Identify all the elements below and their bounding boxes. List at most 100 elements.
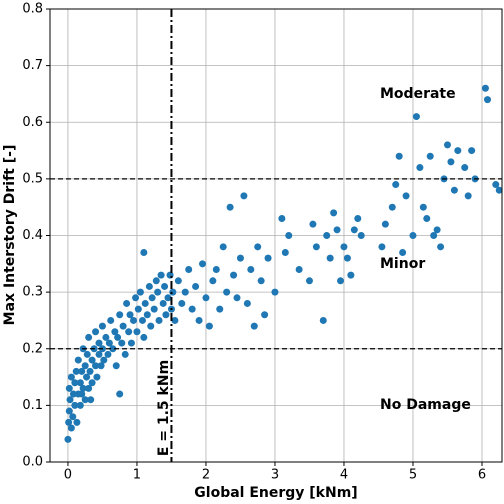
x-tick-label: 5 <box>409 468 417 483</box>
annotation: Moderate <box>380 86 456 102</box>
point <box>330 209 338 217</box>
point <box>64 435 72 443</box>
point <box>147 322 155 330</box>
point <box>254 243 262 251</box>
point <box>447 158 455 166</box>
point <box>430 232 438 239</box>
point <box>105 339 113 347</box>
y-tick-label: 0.1 <box>22 398 43 413</box>
point <box>169 288 177 296</box>
point <box>350 226 358 234</box>
point <box>409 232 417 239</box>
x-tick-label: 1 <box>133 468 141 483</box>
point <box>140 333 148 341</box>
point <box>402 192 410 200</box>
point <box>145 282 153 290</box>
point <box>93 373 101 381</box>
point <box>326 254 334 262</box>
x-tick-label: 4 <box>340 468 348 483</box>
point <box>119 322 127 330</box>
point <box>121 350 129 358</box>
point <box>223 288 231 296</box>
point <box>83 350 91 358</box>
point <box>166 271 174 279</box>
point <box>74 356 82 364</box>
point <box>236 254 244 262</box>
point <box>188 305 196 313</box>
point <box>419 203 427 211</box>
point <box>83 373 91 381</box>
point <box>433 226 441 234</box>
point <box>100 356 108 364</box>
point <box>416 164 424 172</box>
point <box>423 215 431 223</box>
point <box>199 260 207 268</box>
point <box>87 396 95 404</box>
point <box>243 299 251 307</box>
point <box>250 322 258 330</box>
point <box>109 345 117 353</box>
point <box>76 401 84 409</box>
point <box>102 333 110 341</box>
point <box>88 356 96 364</box>
point <box>281 248 289 256</box>
y-axis-label: Max Interstory Drift [-] <box>2 145 18 326</box>
point <box>295 265 303 273</box>
point <box>71 379 79 387</box>
point <box>340 243 348 251</box>
point <box>88 379 96 387</box>
point <box>495 186 502 194</box>
point <box>174 277 182 285</box>
point <box>161 282 169 290</box>
annotation: Minor <box>380 256 425 272</box>
point <box>226 203 234 211</box>
point <box>171 316 179 324</box>
point <box>216 305 224 313</box>
point <box>155 316 163 324</box>
point <box>354 215 362 223</box>
point <box>116 311 124 319</box>
point <box>127 339 135 347</box>
x-tick-label: 2 <box>202 468 210 483</box>
point <box>481 84 489 92</box>
x-tick-label: 0 <box>64 468 72 483</box>
y-tick-label: 0.0 <box>22 455 43 470</box>
point <box>143 311 151 319</box>
point <box>309 220 317 228</box>
point <box>461 164 469 172</box>
point <box>73 418 81 426</box>
point <box>111 328 119 336</box>
annotation: No Damage <box>380 397 471 413</box>
point <box>116 390 124 398</box>
point <box>138 316 146 324</box>
point <box>164 294 172 302</box>
point <box>86 367 94 375</box>
point <box>98 322 106 330</box>
point <box>81 362 89 370</box>
point <box>484 96 492 104</box>
x-axis-label: Global Energy [kNm] <box>194 485 357 501</box>
point <box>69 390 77 398</box>
point <box>271 288 279 296</box>
point <box>134 305 142 313</box>
point <box>71 401 79 409</box>
y-tick-label: 0.5 <box>22 171 43 186</box>
point <box>437 243 445 251</box>
point <box>381 220 389 228</box>
point <box>323 232 331 239</box>
y-tick-label: 0.2 <box>22 341 43 356</box>
point <box>333 226 341 234</box>
point <box>261 311 269 319</box>
point <box>202 294 210 302</box>
point <box>312 243 320 251</box>
point <box>136 288 144 296</box>
point <box>118 339 126 347</box>
point <box>378 243 386 251</box>
point <box>126 311 134 319</box>
point <box>230 271 238 279</box>
point <box>464 192 472 200</box>
point <box>92 328 100 336</box>
point <box>388 203 396 211</box>
point <box>219 243 227 251</box>
